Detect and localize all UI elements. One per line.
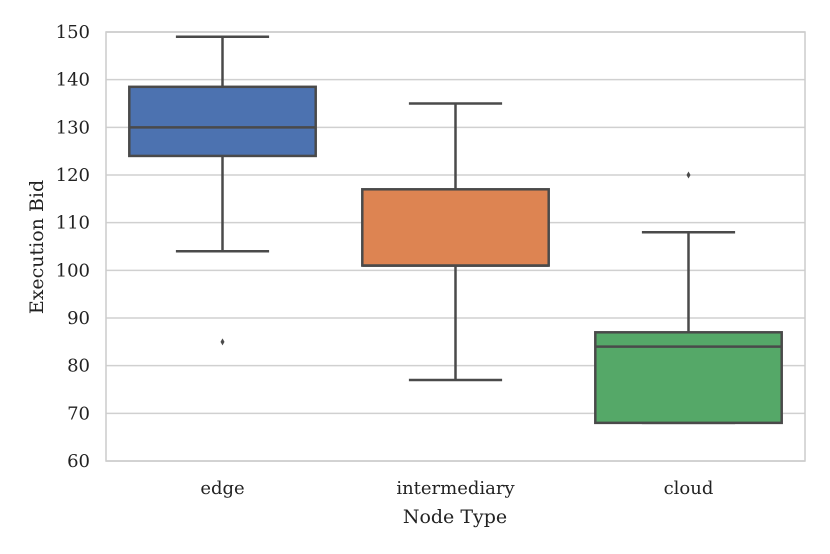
box-iqr — [128, 85, 317, 158]
x-axis-label: Node Type — [403, 506, 507, 528]
y-tick-label: 130 — [56, 117, 90, 138]
x-tick-label: intermediary — [396, 478, 515, 499]
x-tick-label: edge — [200, 478, 244, 499]
y-tick-label: 140 — [56, 70, 90, 91]
outlier-point — [686, 171, 691, 179]
plot-area — [128, 35, 783, 425]
y-tick-label: 100 — [56, 260, 90, 281]
y-tick-labels: 60 70 80 90 100 110 120 130 140 150 — [56, 22, 90, 472]
y-tick-label: 60 — [67, 451, 90, 472]
y-tick-label: 70 — [67, 403, 90, 424]
outlier-point — [220, 338, 225, 346]
y-tick-label: 150 — [56, 22, 90, 43]
box-group-intermediary — [361, 102, 550, 382]
y-tick-label: 80 — [67, 356, 90, 377]
y-tick-label: 90 — [67, 308, 90, 329]
y-tick-label: 110 — [56, 213, 90, 234]
x-tick-label: cloud — [664, 478, 714, 499]
y-axis-label: Execution Bid — [26, 180, 48, 314]
box-group-cloud — [594, 171, 783, 425]
y-tick-label: 120 — [56, 165, 90, 186]
box-iqr — [361, 188, 550, 267]
x-tick-labels: edge intermediary cloud — [200, 478, 713, 499]
plot-frame — [105, 31, 806, 462]
box-group-edge — [128, 35, 317, 346]
